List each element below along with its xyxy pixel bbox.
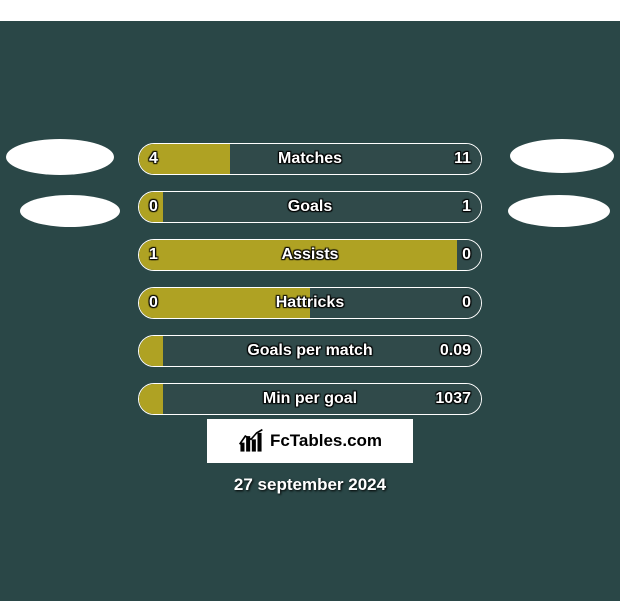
bars-icon (238, 428, 264, 454)
stat-row: 00Hattricks (138, 287, 482, 319)
infographic-root: Jemali-Giorgi Jinjolava vs Abuladze Club… (0, 21, 620, 601)
stat-label: Hattricks (139, 288, 481, 318)
stat-row: 10Assists (138, 239, 482, 271)
stat-row: 411Matches (138, 143, 482, 175)
stat-label: Goals (139, 192, 481, 222)
date-text: 27 september 2024 (0, 475, 620, 495)
stat-bars: 411Matches 01Goals 10Assists 00Hattricks 0.0… (138, 143, 482, 431)
stat-row: 0.09Goals per match (138, 335, 482, 367)
logo-text: FcTables.com (270, 431, 382, 451)
stat-row: 1037Min per goal (138, 383, 482, 415)
stat-label: Matches (139, 144, 481, 174)
logo-box: FcTables.com (207, 419, 413, 463)
stat-row: 01Goals (138, 191, 482, 223)
stat-label: Min per goal (139, 384, 481, 414)
stat-label: Goals per match (139, 336, 481, 366)
stat-label: Assists (139, 240, 481, 270)
